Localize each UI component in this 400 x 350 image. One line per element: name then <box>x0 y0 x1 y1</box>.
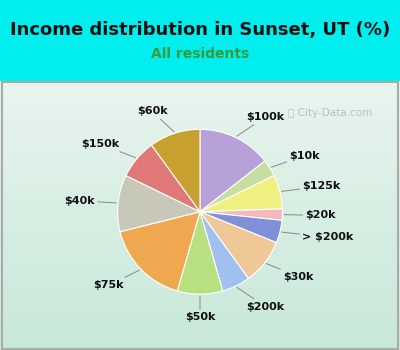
Text: $10k: $10k <box>271 151 320 167</box>
Text: All residents: All residents <box>151 47 249 61</box>
Text: $40k: $40k <box>64 196 116 206</box>
Text: $20k: $20k <box>284 210 336 220</box>
Text: ⓘ City-Data.com: ⓘ City-Data.com <box>288 108 372 118</box>
Text: > $200k: > $200k <box>282 232 354 242</box>
Text: $60k: $60k <box>137 106 174 132</box>
Text: $100k: $100k <box>237 112 284 136</box>
Text: $125k: $125k <box>282 181 341 191</box>
Wedge shape <box>120 212 200 291</box>
Wedge shape <box>200 209 282 220</box>
Wedge shape <box>200 161 274 212</box>
Text: Income distribution in Sunset, UT (%): Income distribution in Sunset, UT (%) <box>10 21 390 39</box>
Wedge shape <box>200 212 276 279</box>
Wedge shape <box>177 212 223 294</box>
Text: $200k: $200k <box>237 287 284 312</box>
Text: $30k: $30k <box>266 264 314 282</box>
Text: $50k: $50k <box>185 296 215 322</box>
Wedge shape <box>200 176 282 212</box>
Wedge shape <box>200 212 248 291</box>
Wedge shape <box>200 130 265 212</box>
Text: $150k: $150k <box>81 139 136 158</box>
Wedge shape <box>126 145 200 212</box>
Text: $75k: $75k <box>94 270 140 290</box>
Wedge shape <box>152 130 200 212</box>
Wedge shape <box>118 176 200 232</box>
Wedge shape <box>200 212 282 243</box>
